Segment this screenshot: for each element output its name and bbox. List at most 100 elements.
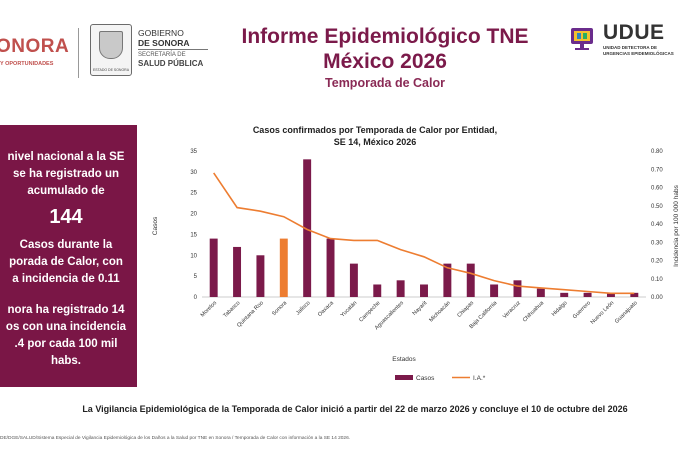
bar <box>396 280 405 297</box>
panel-line1: nivel nacional a la SE <box>7 151 125 163</box>
y-tick-label: 30 <box>190 170 197 176</box>
x-tick-label: Oaxaca <box>317 300 336 319</box>
x-tick-label: Hidalgo <box>551 300 569 318</box>
chart-title-line2: SE 14, México 2026 <box>334 137 417 147</box>
udue-tagline1: UNIDAD DETECTORA DE <box>603 45 658 50</box>
x-tick-label: Chihuahua <box>522 300 546 324</box>
y-tick-label: 25 <box>190 191 197 197</box>
udue-tagline2: URGENCIAS EPIDEMIOLÓGICAS <box>603 51 674 56</box>
x-tick-label: Guerrero <box>572 300 592 320</box>
incidence-line <box>213 172 635 295</box>
bar <box>536 288 545 297</box>
y2-axis-label: Incidencia por 100 000 habs <box>673 184 680 266</box>
page-title: Informe Epidemiológico TNE <box>241 25 529 48</box>
legend: Casos I.A.* <box>395 375 486 382</box>
y2-tick-label: 0.10 <box>651 277 663 283</box>
bar <box>490 284 499 297</box>
y2-tick-label: 0.70 <box>651 167 663 173</box>
y2-tick-label: 0.50 <box>651 204 663 210</box>
bar <box>466 263 475 297</box>
bar-series <box>209 159 639 297</box>
source-footnote: DE/DGE/SALUD/Sistema Especial de Vigilan… <box>0 436 351 441</box>
gov-line3: SECRETARÍA DE <box>138 52 186 58</box>
y2-tick-label: 0.00 <box>651 295 663 301</box>
y-tick-label: 0 <box>194 295 198 301</box>
panel-line7: nora ha registrado 14 <box>7 304 125 316</box>
x-tick-label: Jalisco <box>295 300 311 316</box>
page-subtitle: Temporada de Calor <box>325 76 445 90</box>
y-tick-label: 10 <box>190 253 197 259</box>
y2-tick-label: 0.60 <box>651 186 663 192</box>
y-tick-label: 35 <box>190 149 197 155</box>
seal-caption: ESTADO DE SONORA <box>92 68 130 72</box>
x-tick-label: Yucatán <box>340 300 359 319</box>
y2-tick-label: 0.40 <box>651 222 663 228</box>
bar <box>256 255 265 297</box>
x-axis-label: Estados <box>392 356 416 363</box>
bar <box>513 280 522 297</box>
seal-shield <box>99 31 123 59</box>
x-tick-label: Sonora <box>271 300 289 318</box>
panel-line3: acumulado de <box>27 185 105 197</box>
y2-tick-label: 0.20 <box>651 259 663 265</box>
x-tick-label: Nuevo León <box>590 300 616 326</box>
panel-line4: Casos durante la <box>19 239 113 251</box>
y2-tick-label: 0.30 <box>651 240 663 246</box>
bar <box>420 284 428 297</box>
sonora-logo-tagline: Y OPORTUNIDADES <box>0 61 54 67</box>
bar <box>303 159 312 297</box>
legend-swatch-casos <box>395 375 413 380</box>
page-title-line2: México 2026 <box>323 50 447 73</box>
header-divider <box>78 28 79 78</box>
season-dates-note: La Vigilancia Epidemiológica de la Tempo… <box>82 404 628 414</box>
bar <box>233 246 242 297</box>
y2-axis-ticks: 0.00 0.10 0.20 0.30 0.40 0.50 0.60 0.70 0.80 <box>651 149 663 301</box>
x-tick-label: Veracruz <box>502 300 522 320</box>
y-tick-label: 5 <box>194 274 198 280</box>
x-tick-label: Tabasco <box>222 300 241 319</box>
panel-line10: habs. <box>50 355 82 367</box>
y-axis-ticks: 0 5 10 15 20 25 30 35 <box>190 149 197 301</box>
summary-panel: nivel nacional a la SE se ha registrado … <box>0 125 137 387</box>
panel-line8: os con una incidencia <box>5 321 127 333</box>
line-series-group <box>213 172 635 295</box>
bar <box>349 263 358 297</box>
state-seal-icon: ESTADO DE SONORA <box>90 24 132 76</box>
udue-logo-icon <box>571 28 593 50</box>
panel-line6: a incidencia de 0.11 <box>12 273 120 285</box>
panel-line2: se ha registrado un <box>12 168 120 180</box>
x-tick-label: Morelos <box>200 300 218 318</box>
chart-title: Casos confirmados por Temporada de Calor… <box>253 125 497 135</box>
cases-chart: Casos confirmados por Temporada de Calor… <box>152 125 680 382</box>
bar <box>326 238 335 297</box>
x-tick-label: Chiapas <box>456 300 475 319</box>
y-tick-label: 20 <box>190 212 197 218</box>
panel-line5: porada de Calor, con <box>9 256 123 268</box>
sonora-logo: ONORA Y OPORTUNIDADES <box>0 28 75 78</box>
gov-divider <box>138 49 208 50</box>
bar <box>373 284 382 297</box>
udue-logo-text: UDUE <box>603 21 665 44</box>
gov-line2: DE SONORA <box>138 38 190 48</box>
panel-line9: .4 por cada 100 mil <box>14 338 118 350</box>
bar <box>279 238 288 297</box>
legend-label-ia: I.A.* <box>473 375 486 382</box>
bar <box>583 292 592 297</box>
sonora-logo-text: ONORA <box>0 36 70 57</box>
y2-tick-label: 0.80 <box>651 149 663 155</box>
x-tick-label: Campeche <box>358 300 381 323</box>
panel-total-cases: 144 <box>49 206 83 228</box>
bar <box>630 292 639 297</box>
y-tick-label: 15 <box>190 232 197 238</box>
x-tick-label: Nayarit <box>412 300 429 317</box>
y-axis-label: Casos <box>152 216 159 235</box>
gov-line4: SALUD PÚBLICA <box>138 59 204 68</box>
x-tick-label: Michoacán <box>428 300 451 323</box>
bar <box>209 238 218 297</box>
bar <box>443 263 452 297</box>
legend-label-casos: Casos <box>416 375 435 382</box>
bar <box>560 292 569 297</box>
x-tick-label: Guanajuato <box>614 300 639 325</box>
gov-line1: GOBIERNO <box>138 28 184 38</box>
